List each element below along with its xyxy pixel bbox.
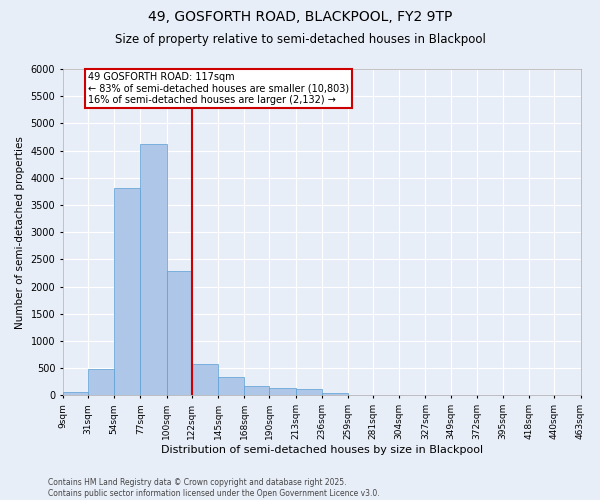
Bar — [269, 388, 296, 396]
Bar — [244, 386, 269, 396]
Text: Size of property relative to semi-detached houses in Blackpool: Size of property relative to semi-detach… — [115, 32, 485, 46]
Bar — [63, 392, 88, 396]
Bar — [167, 272, 192, 396]
Bar — [322, 394, 348, 396]
X-axis label: Distribution of semi-detached houses by size in Blackpool: Distribution of semi-detached houses by … — [161, 445, 483, 455]
Bar — [296, 389, 322, 396]
Bar — [88, 369, 114, 396]
Bar — [140, 144, 167, 396]
Y-axis label: Number of semi-detached properties: Number of semi-detached properties — [15, 136, 25, 328]
Bar — [218, 377, 244, 396]
Text: 49 GOSFORTH ROAD: 117sqm
← 83% of semi-detached houses are smaller (10,803)
16% : 49 GOSFORTH ROAD: 117sqm ← 83% of semi-d… — [88, 72, 349, 105]
Bar — [114, 188, 140, 396]
Text: 49, GOSFORTH ROAD, BLACKPOOL, FY2 9TP: 49, GOSFORTH ROAD, BLACKPOOL, FY2 9TP — [148, 10, 452, 24]
Bar — [192, 364, 218, 396]
Text: Contains HM Land Registry data © Crown copyright and database right 2025.
Contai: Contains HM Land Registry data © Crown c… — [48, 478, 380, 498]
